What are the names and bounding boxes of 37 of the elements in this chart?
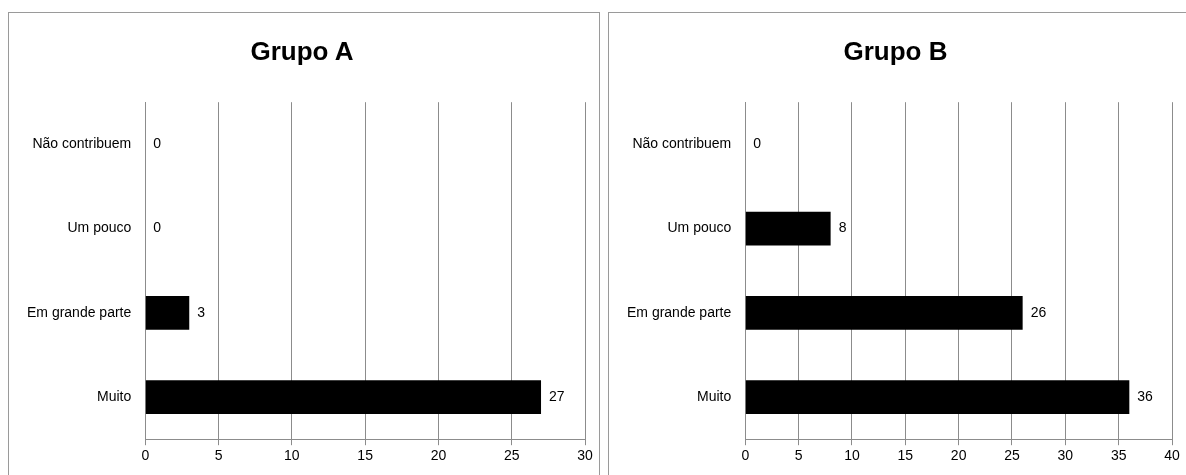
x-tick-label: 0: [141, 447, 150, 464]
y-tick-label: Um pouco: [67, 219, 132, 236]
data-label: 3: [197, 303, 206, 320]
y-tick-label: Muito: [97, 387, 132, 404]
chart-title: Grupo B: [843, 35, 948, 66]
x-tick-label: 10: [284, 447, 300, 464]
x-tick-label: 25: [503, 447, 520, 464]
bar: [745, 380, 1130, 414]
x-tick-label: 25: [1004, 447, 1020, 464]
data-label: 26: [1030, 303, 1047, 320]
data-label: 0: [753, 135, 762, 152]
x-tick-label: 0: [741, 447, 750, 464]
y-tick-label: Não contribuem: [632, 135, 732, 152]
x-tick-label: 10: [844, 447, 860, 464]
x-tick-label: 20: [430, 447, 447, 464]
data-label: 0: [153, 135, 162, 152]
data-label: 8: [838, 219, 847, 236]
x-tick-label: 30: [577, 447, 593, 464]
x-tick-label: 5: [214, 447, 223, 464]
x-tick-label: 40: [1164, 447, 1180, 464]
y-tick-label: Não contribuem: [32, 135, 132, 152]
bar: [745, 211, 831, 246]
y-tick-label: Muito: [697, 387, 732, 404]
y-tick-label: Um pouco: [667, 219, 732, 236]
x-tick-label: 35: [1110, 447, 1127, 464]
data-label: 36: [1137, 387, 1154, 404]
chart-title: Grupo A: [250, 35, 354, 66]
data-label: 0: [153, 219, 162, 236]
x-tick-label: 15: [357, 447, 374, 464]
bar: [745, 295, 1023, 330]
x-tick-label: 15: [897, 447, 914, 464]
x-tick-label: 20: [950, 447, 967, 464]
x-tick-label: 5: [794, 447, 803, 464]
data-label: 27: [549, 387, 565, 404]
x-tick-label: 30: [1057, 447, 1074, 464]
y-tick-label: Em grande parte: [626, 303, 732, 320]
y-tick-label: Em grande parte: [26, 303, 132, 320]
